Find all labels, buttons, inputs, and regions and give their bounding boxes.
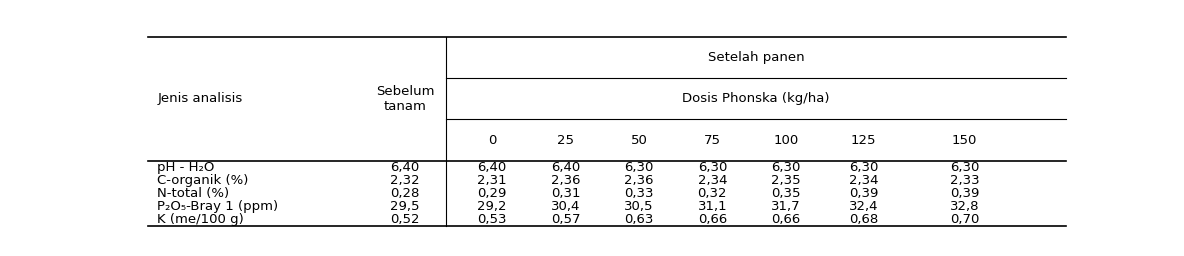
Text: 32,8: 32,8 (950, 200, 979, 213)
Text: N-total (%): N-total (%) (157, 187, 230, 200)
Text: 29,5: 29,5 (391, 200, 419, 213)
Text: P₂O₅-Bray 1 (ppm): P₂O₅-Bray 1 (ppm) (157, 200, 278, 213)
Text: 6,30: 6,30 (697, 161, 727, 174)
Text: 2,35: 2,35 (771, 174, 800, 187)
Text: 2,36: 2,36 (624, 174, 654, 187)
Text: 25: 25 (556, 134, 574, 147)
Text: 100: 100 (773, 134, 798, 147)
Text: 0,68: 0,68 (849, 213, 879, 226)
Text: 0,66: 0,66 (697, 213, 727, 226)
Text: Dosis Phonska (kg/ha): Dosis Phonska (kg/ha) (682, 92, 830, 105)
Text: 2,36: 2,36 (551, 174, 580, 187)
Text: 30,4: 30,4 (551, 200, 580, 213)
Text: 0,32: 0,32 (697, 187, 727, 200)
Text: pH - H₂O: pH - H₂O (157, 161, 214, 174)
Text: 6,40: 6,40 (477, 161, 507, 174)
Text: 75: 75 (703, 134, 721, 147)
Text: 6,30: 6,30 (950, 161, 979, 174)
Text: 32,4: 32,4 (849, 200, 879, 213)
Text: 6,30: 6,30 (849, 161, 879, 174)
Text: Sebelum
tanam: Sebelum tanam (375, 85, 435, 113)
Text: 0,39: 0,39 (950, 187, 979, 200)
Text: Setelah panen: Setelah panen (708, 51, 804, 64)
Text: 2,34: 2,34 (697, 174, 727, 187)
Text: 2,33: 2,33 (950, 174, 979, 187)
Text: 30,5: 30,5 (624, 200, 654, 213)
Text: 150: 150 (952, 134, 977, 147)
Text: 0,66: 0,66 (771, 213, 800, 226)
Text: 6,30: 6,30 (624, 161, 654, 174)
Text: 0,31: 0,31 (551, 187, 580, 200)
Text: 6,40: 6,40 (391, 161, 419, 174)
Text: 0,29: 0,29 (477, 187, 507, 200)
Text: 0,35: 0,35 (771, 187, 800, 200)
Text: 0,57: 0,57 (551, 213, 580, 226)
Text: 0,33: 0,33 (624, 187, 654, 200)
Text: 6,30: 6,30 (771, 161, 800, 174)
Text: 0,28: 0,28 (391, 187, 419, 200)
Text: C-organik (%): C-organik (%) (157, 174, 249, 187)
Text: 0,53: 0,53 (477, 213, 507, 226)
Text: 2,32: 2,32 (390, 174, 420, 187)
Text: 50: 50 (630, 134, 648, 147)
Text: K (me/100 g): K (me/100 g) (157, 213, 244, 226)
Text: 29,2: 29,2 (477, 200, 507, 213)
Text: 125: 125 (851, 134, 876, 147)
Text: 2,31: 2,31 (477, 174, 507, 187)
Text: 31,1: 31,1 (697, 200, 727, 213)
Text: 0,39: 0,39 (849, 187, 879, 200)
Text: 0,63: 0,63 (624, 213, 654, 226)
Text: Jenis analisis: Jenis analisis (157, 92, 243, 105)
Text: 0,70: 0,70 (950, 213, 979, 226)
Text: 0: 0 (488, 134, 496, 147)
Text: 6,40: 6,40 (551, 161, 580, 174)
Text: 2,34: 2,34 (849, 174, 879, 187)
Text: 31,7: 31,7 (771, 200, 800, 213)
Text: 0,52: 0,52 (391, 213, 419, 226)
